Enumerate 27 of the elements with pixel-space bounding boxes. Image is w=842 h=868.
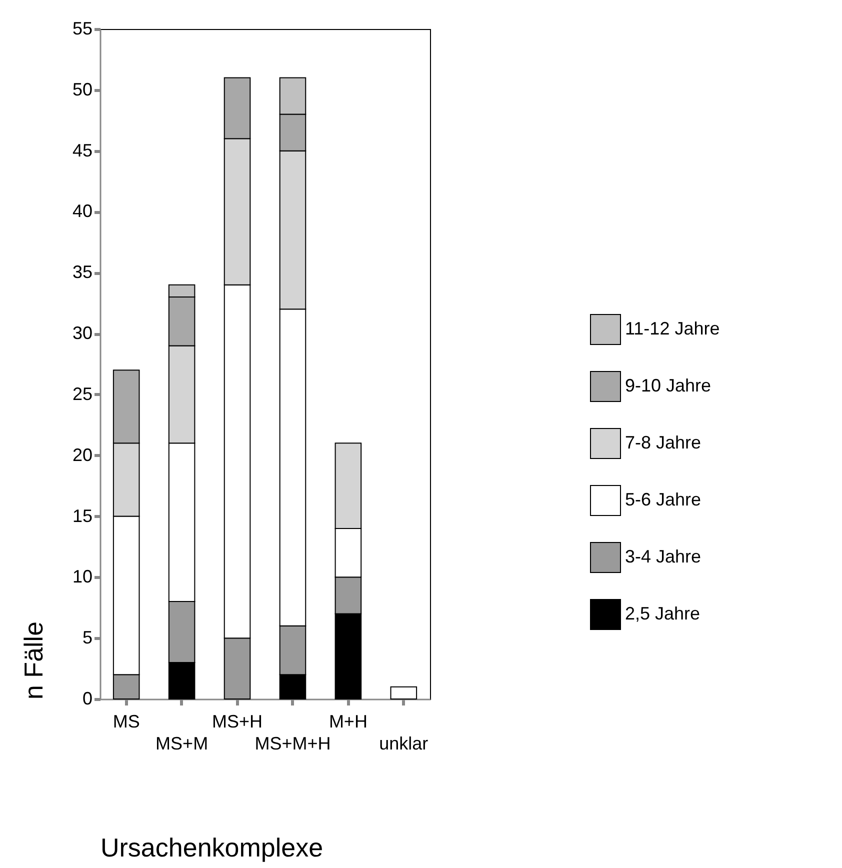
legend-label: 3-4 Jahre — [625, 546, 702, 566]
legend-label: 2,5 Jahre — [625, 604, 700, 624]
x-tick-label: MS+H — [212, 712, 263, 732]
y-tick-label: 55 — [72, 18, 92, 38]
x-tick-label: M+H — [328, 712, 368, 732]
x-tick-label: MS — [112, 712, 140, 732]
legend-label: 5-6 Jahre — [625, 490, 702, 510]
y-tick-label: 20 — [72, 444, 92, 465]
y-tick-label: 10 — [72, 566, 92, 587]
legend-label: 11-12 Jahre — [625, 318, 720, 338]
legend-label: 9-10 Jahre — [625, 376, 712, 396]
y-tick-label: 35 — [72, 262, 92, 282]
y-tick-label: 0 — [82, 688, 92, 708]
y-tick-label: 30 — [72, 323, 92, 344]
x-tick-label: unklar — [379, 734, 428, 754]
legend-label: 7-8 Jahre — [625, 432, 702, 452]
x-tick-label: MS+M — [156, 734, 208, 754]
y-tick-label: 50 — [72, 79, 92, 100]
y-axis-title: n Fälle — [18, 621, 48, 700]
y-tick-label: 25 — [72, 384, 92, 404]
y-tick-label: 40 — [72, 201, 92, 222]
bar — [390, 686, 418, 700]
y-tick-label: 45 — [72, 140, 92, 160]
y-tick-label: 15 — [72, 506, 92, 526]
y-tick-label: 5 — [82, 628, 92, 648]
x-axis-title: Ursachenkomplexe — [100, 832, 324, 862]
x-tick-label: MS+M+H — [254, 734, 331, 754]
